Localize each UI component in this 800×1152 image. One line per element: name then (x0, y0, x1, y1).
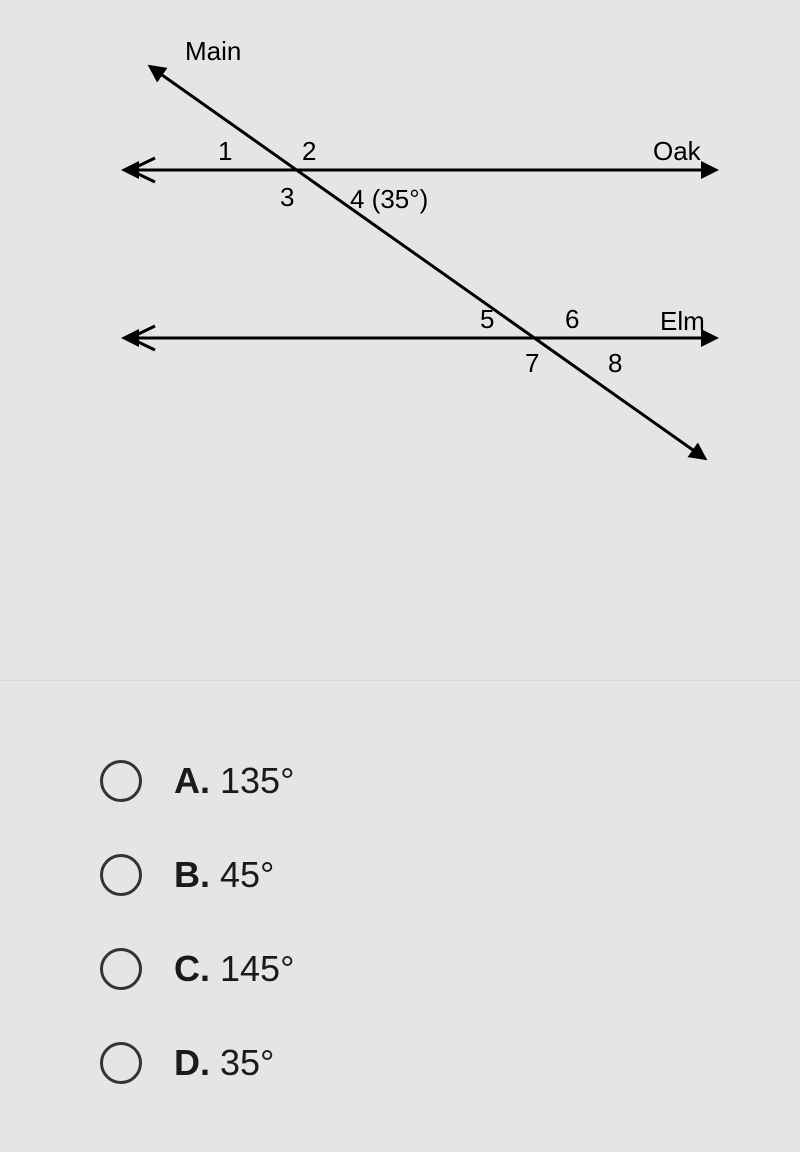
geometry-diagram: Main Oak Elm 1 2 3 4 (35°) 5 6 7 8 (60, 30, 740, 490)
answer-options: A. 135° B. 45° C. 145° D. 35° (100, 760, 500, 1136)
option-value: 35° (220, 1042, 274, 1084)
radio-icon[interactable] (100, 948, 142, 990)
angle-4: 4 (35°) (350, 184, 428, 214)
angle-2: 2 (302, 136, 316, 166)
section-divider (0, 680, 800, 681)
radio-icon[interactable] (100, 1042, 142, 1084)
radio-icon[interactable] (100, 854, 142, 896)
angle-8: 8 (608, 348, 622, 378)
angle-7: 7 (525, 348, 539, 378)
option-a[interactable]: A. 135° (100, 760, 500, 802)
option-value: 145° (220, 948, 294, 990)
elm-label: Elm (660, 306, 705, 336)
angle-5: 5 (480, 304, 494, 334)
option-letter: C. (174, 948, 210, 990)
option-letter: A. (174, 760, 210, 802)
oak-label: Oak (653, 136, 702, 166)
option-letter: D. (174, 1042, 210, 1084)
option-c[interactable]: C. 145° (100, 948, 500, 990)
main-label: Main (185, 36, 241, 66)
option-value: 135° (220, 760, 294, 802)
angle-1: 1 (218, 136, 232, 166)
option-d[interactable]: D. 35° (100, 1042, 500, 1084)
main-line (155, 70, 700, 455)
option-b[interactable]: B. 45° (100, 854, 500, 896)
angle-6: 6 (565, 304, 579, 334)
radio-icon[interactable] (100, 760, 142, 802)
option-letter: B. (174, 854, 210, 896)
angle-3: 3 (280, 182, 294, 212)
option-value: 45° (220, 854, 274, 896)
